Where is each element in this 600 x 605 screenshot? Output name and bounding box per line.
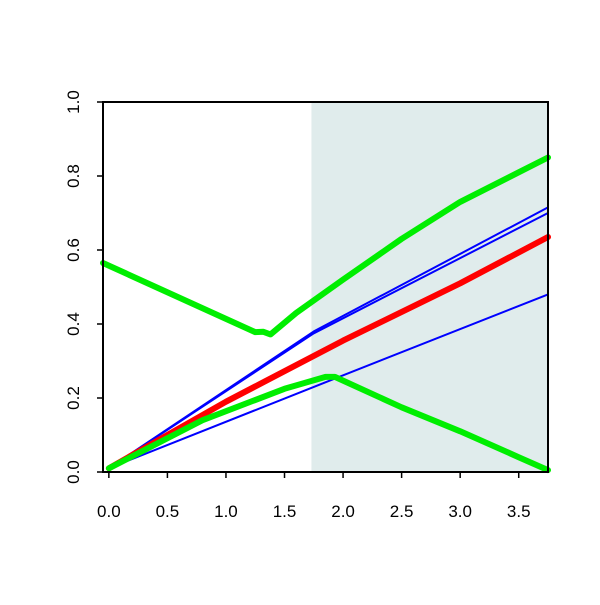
x-tick-label: 0.0 xyxy=(97,502,121,521)
y-tick-label: 0.0 xyxy=(64,460,83,484)
x-tick-label: 1.5 xyxy=(273,502,297,521)
y-tick-label: 0.8 xyxy=(64,164,83,188)
series-line-2 xyxy=(107,212,549,470)
series-layer xyxy=(100,154,551,474)
series-line-6 xyxy=(105,373,551,474)
axis-layer: 0.0 0.5 1.0 1.5 2.0 2.5 3.0 3.5 0.0 0.2 0.4 0.6 0.8 1… xyxy=(64,90,549,521)
x-tick-label: 2.5 xyxy=(390,502,414,521)
x-tick-label: 1.0 xyxy=(214,502,238,521)
shaded-region-layer xyxy=(311,102,548,472)
series-line-4 xyxy=(105,234,551,472)
plot-frame xyxy=(102,101,549,473)
shaded-region xyxy=(311,102,548,472)
series-line-5 xyxy=(100,154,551,338)
x-tick-label: 0.5 xyxy=(156,502,180,521)
y-tick-label: 0.2 xyxy=(64,386,83,410)
x-tick-label: 2.0 xyxy=(331,502,355,521)
y-tick-label: 0.4 xyxy=(64,312,83,336)
series-line-3 xyxy=(107,293,549,470)
y-tick-label: 1.0 xyxy=(64,90,83,114)
x-tick-label: 3.0 xyxy=(448,502,472,521)
x-tick-label: 3.5 xyxy=(507,502,531,521)
y-tick-label: 0.6 xyxy=(64,238,83,262)
